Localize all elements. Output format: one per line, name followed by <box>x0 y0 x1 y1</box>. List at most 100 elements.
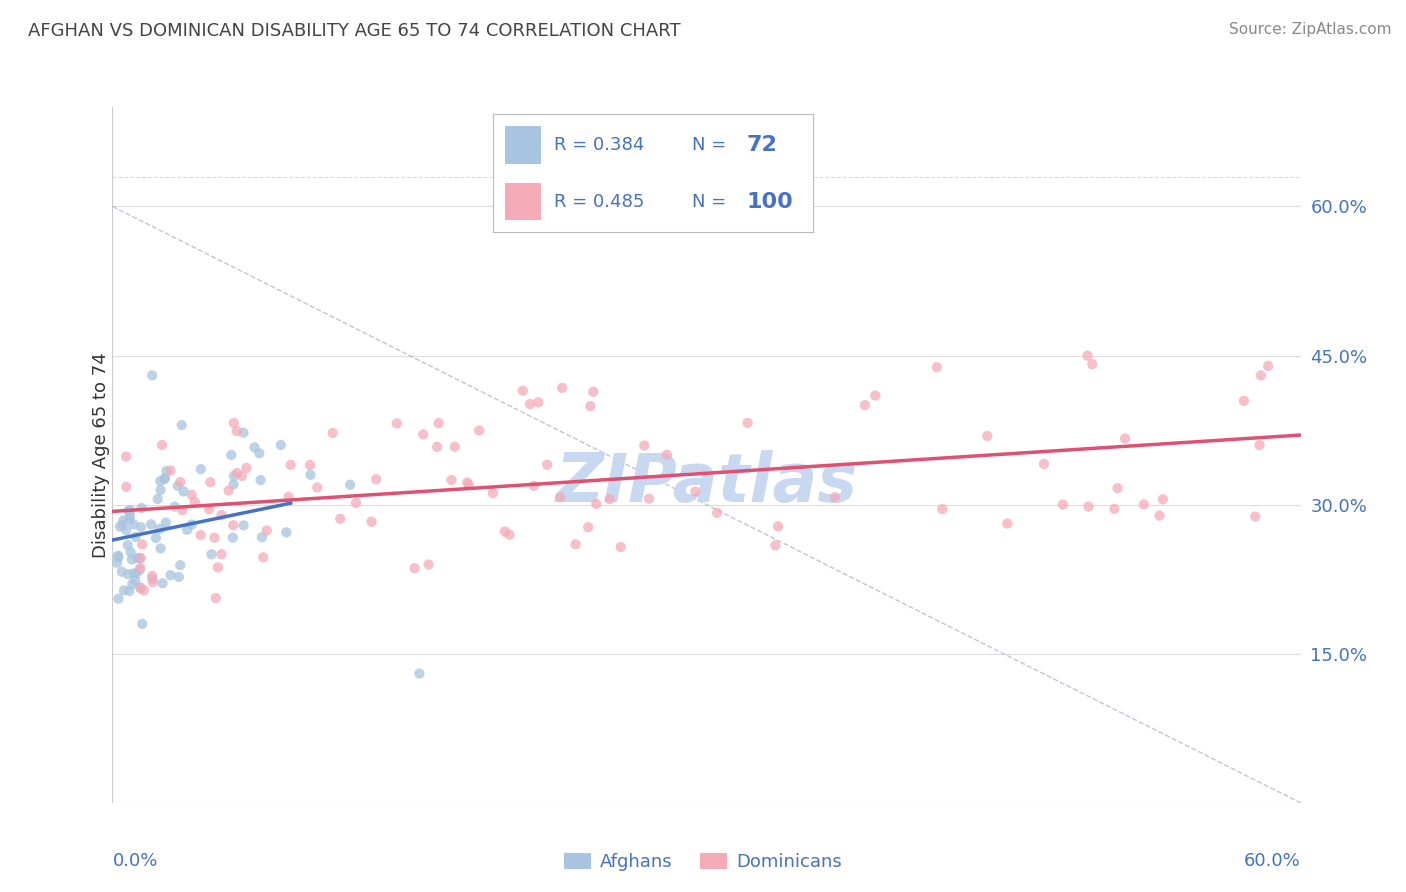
Point <box>163 500 186 514</box>
Point <box>685 484 707 499</box>
Legend: Afghans, Dominicans: Afghans, Dominicans <box>557 846 849 879</box>
Point <box>633 438 655 452</box>
Point <box>200 547 222 561</box>
Point <box>824 490 846 504</box>
Point <box>232 425 254 440</box>
Point <box>276 525 298 540</box>
Point <box>523 479 546 493</box>
Point <box>155 516 177 530</box>
Point <box>1077 349 1099 363</box>
Point <box>638 491 661 506</box>
Point <box>131 501 153 516</box>
Point <box>167 570 190 584</box>
Text: 72: 72 <box>747 135 778 154</box>
Point <box>280 458 302 472</box>
Point <box>155 464 177 478</box>
Point <box>125 530 148 544</box>
Point <box>519 397 541 411</box>
Point <box>766 519 789 533</box>
Point <box>120 503 142 517</box>
Point <box>222 531 245 545</box>
Text: 0.0%: 0.0% <box>112 852 157 870</box>
Point <box>159 463 181 477</box>
Point <box>170 418 193 433</box>
Point <box>1249 438 1271 452</box>
Point <box>576 520 599 534</box>
Point <box>226 466 249 480</box>
Point <box>146 491 169 506</box>
Point <box>458 477 481 491</box>
Y-axis label: Disability Age 65 to 74: Disability Age 65 to 74 <box>93 352 110 558</box>
Point <box>142 575 165 590</box>
Point <box>494 524 516 539</box>
Point <box>249 473 271 487</box>
Point <box>115 450 138 464</box>
Point <box>141 368 163 383</box>
Point <box>209 508 232 523</box>
Point <box>131 537 153 551</box>
Point <box>1052 498 1074 512</box>
Point <box>599 491 621 506</box>
Point <box>172 503 194 517</box>
Point <box>235 461 257 475</box>
Point <box>125 566 148 581</box>
Point <box>204 591 226 606</box>
Point <box>256 524 278 538</box>
Point <box>412 427 434 442</box>
Point <box>322 425 344 440</box>
Point <box>298 458 321 472</box>
Point <box>152 576 174 591</box>
Point <box>184 495 207 509</box>
Point <box>115 523 138 537</box>
Point <box>219 448 242 462</box>
Point <box>122 566 145 581</box>
Text: Source: ZipAtlas.com: Source: ZipAtlas.com <box>1229 22 1392 37</box>
Point <box>550 491 572 505</box>
Point <box>925 360 948 375</box>
Point <box>307 480 329 494</box>
Point <box>107 591 129 606</box>
Point <box>150 438 173 452</box>
Point <box>139 517 162 532</box>
Point <box>128 551 150 566</box>
Point <box>527 395 550 409</box>
Point <box>153 471 176 485</box>
Point <box>706 506 728 520</box>
Point <box>1077 500 1099 514</box>
Point <box>344 496 367 510</box>
Point <box>222 416 245 430</box>
Point <box>107 550 129 565</box>
Point <box>149 474 172 488</box>
Point <box>408 666 430 681</box>
Point <box>173 484 195 499</box>
Point <box>250 530 273 544</box>
Point <box>121 577 143 591</box>
Text: R = 0.485: R = 0.485 <box>554 193 644 211</box>
Point <box>118 513 141 527</box>
Point <box>129 551 152 566</box>
Point <box>149 541 172 556</box>
Point <box>118 584 141 599</box>
Point <box>180 517 202 532</box>
Point <box>131 616 153 631</box>
Point <box>299 467 322 482</box>
Point <box>198 502 221 516</box>
Text: AFGHAN VS DOMINICAN DISABILITY AGE 65 TO 74 CORRELATION CHART: AFGHAN VS DOMINICAN DISABILITY AGE 65 TO… <box>28 22 681 40</box>
Point <box>121 552 143 566</box>
Text: 100: 100 <box>747 192 793 211</box>
Point <box>579 399 602 413</box>
Point <box>440 473 463 487</box>
Point <box>225 424 247 438</box>
Point <box>149 483 172 497</box>
Point <box>1250 368 1272 383</box>
Point <box>1149 508 1171 523</box>
Point <box>127 551 149 566</box>
Point <box>512 384 534 398</box>
Point <box>404 561 426 575</box>
Point <box>129 581 152 595</box>
Point <box>498 528 520 542</box>
Point <box>1081 357 1104 371</box>
Point <box>180 488 202 502</box>
Point <box>277 490 299 504</box>
Point <box>204 531 226 545</box>
